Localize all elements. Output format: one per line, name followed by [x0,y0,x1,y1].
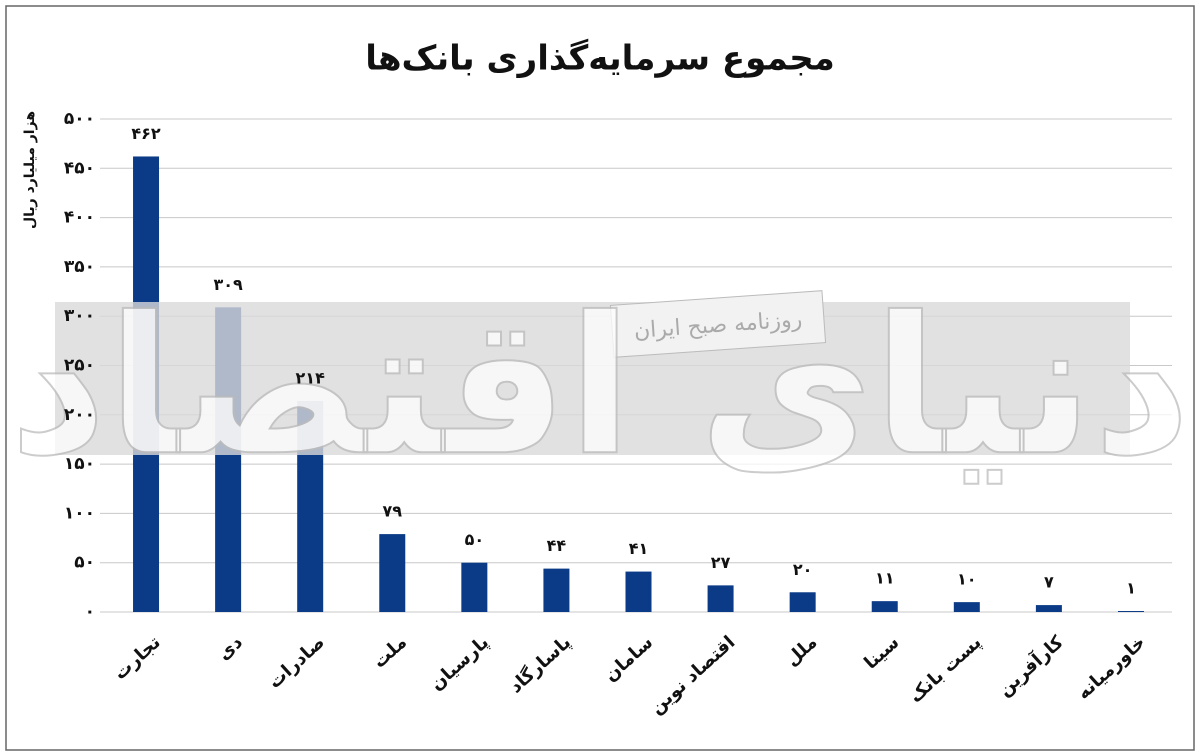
y-tick-label: ۲۰۰ [64,405,95,425]
bar [789,592,816,612]
y-tick-label: ۴۰۰ [64,208,95,228]
y-tick-label: ۴۵۰ [64,158,95,178]
y-tick-label: ۲۵۰ [64,356,95,376]
y-tick-label: ۵۰ [74,553,95,573]
bar [871,601,898,612]
watermark-tag [609,290,827,358]
watermark-band [55,302,1130,455]
bar [953,602,980,612]
value-label: ۳۰۹ [213,275,243,294]
value-label: ۵۰ [465,530,485,549]
watermark-brand: دنیای اقتصاد [9,276,1190,497]
y-axis-label: هزار میلیارد ریال [22,111,38,229]
y-tick-label: ۱۰۰ [64,503,95,523]
value-label: ۴۱ [629,539,649,558]
value-label: ۷ [1044,573,1054,592]
y-tick-label: ۰ [85,602,95,622]
value-label: ۴۶۲ [131,124,161,143]
value-label: ۲۷ [711,553,731,572]
value-label: ۱۱ [875,569,895,588]
value-label: ۱ [1126,579,1136,598]
bar [625,571,652,612]
y-tick-label: ۳۰۰ [64,306,95,326]
bar [461,562,488,612]
value-label: ۲۱۴ [296,368,326,387]
bar [1117,611,1144,612]
bar [707,585,734,612]
y-tick-label: ۵۰۰ [64,109,95,129]
watermark: روزنامه صبح ایران دنیای اقتصاد [8,275,1191,498]
chart-title: مجموع سرمایه‌گذاری بانک‌ها [365,39,835,79]
value-label: ۱۰ [957,570,977,589]
y-tick-label: ۱۵۰ [64,454,95,474]
value-label: ۴۴ [547,536,567,555]
bar [543,568,570,612]
y-tick-label: ۳۵۰ [64,257,95,277]
value-label: ۷۹ [383,502,403,521]
value-label: ۲۰ [793,560,813,579]
bar [1035,605,1062,612]
bar [379,534,406,612]
